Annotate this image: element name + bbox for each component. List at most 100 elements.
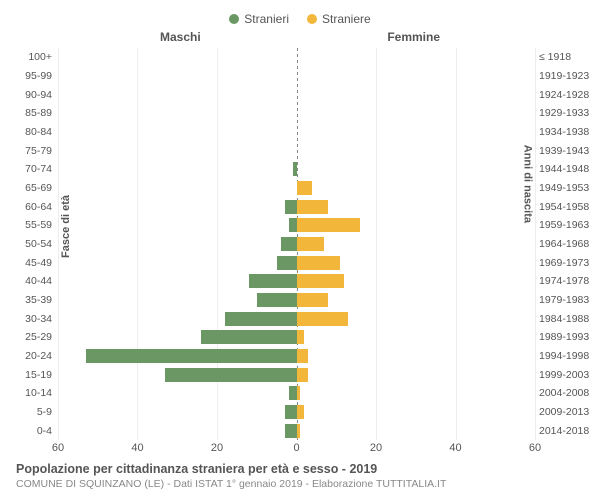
bar-row <box>58 106 535 120</box>
bar-female <box>297 368 309 382</box>
y-label-age: 15-19 <box>12 369 52 381</box>
bar-row <box>58 424 535 438</box>
title-area: Popolazione per cittadinanza straniera p… <box>10 456 590 490</box>
y-label-age: 50-54 <box>12 238 52 250</box>
bar-row <box>58 256 535 270</box>
legend-item-female: Straniere <box>307 12 371 26</box>
bar-male <box>285 200 297 214</box>
bar-row <box>58 349 535 363</box>
bar-row <box>58 144 535 158</box>
bar-row <box>58 312 535 326</box>
y-label-age: 30-34 <box>12 313 52 325</box>
bar-male <box>277 256 297 270</box>
bar-male <box>289 218 297 232</box>
y-label-birth: 2004-2008 <box>539 387 591 399</box>
y-label-age: 25-29 <box>12 331 52 343</box>
y-label-birth: 1994-1998 <box>539 350 591 362</box>
y-label-birth: 1999-2003 <box>539 369 591 381</box>
bar-row <box>58 368 535 382</box>
bar-row <box>58 274 535 288</box>
x-tick-label: 60 <box>52 442 64 454</box>
y-label-birth: 1959-1963 <box>539 219 591 231</box>
y-label-birth: 1984-1988 <box>539 313 591 325</box>
bar-row <box>58 69 535 83</box>
legend-swatch-male <box>229 14 239 24</box>
bar-row <box>58 386 535 400</box>
bar-female <box>297 386 301 400</box>
header-female: Femmine <box>387 30 440 44</box>
bar-female <box>297 405 305 419</box>
bar-row <box>58 330 535 344</box>
legend-label-female: Straniere <box>322 12 371 26</box>
bar-male <box>249 274 297 288</box>
bar-female <box>297 218 361 232</box>
bar-male <box>201 330 296 344</box>
bar-female <box>297 349 309 363</box>
legend-swatch-female <box>307 14 317 24</box>
y-label-age: 60-64 <box>12 201 52 213</box>
plot-area: Fasce di età Anni di nascita 100+≤ 19189… <box>58 48 535 440</box>
bar-female <box>297 330 305 344</box>
y-label-birth: ≤ 1918 <box>539 51 591 63</box>
y-label-age: 55-59 <box>12 219 52 231</box>
y-label-birth: 1929-1933 <box>539 107 591 119</box>
bar-female <box>297 274 345 288</box>
bar-row <box>58 405 535 419</box>
bar-female <box>297 293 329 307</box>
bar-male <box>257 293 297 307</box>
legend-item-male: Stranieri <box>229 12 289 26</box>
chart-title: Popolazione per cittadinanza straniera p… <box>16 462 584 476</box>
y-label-birth: 1919-1923 <box>539 70 591 82</box>
y-label-age: 45-49 <box>12 257 52 269</box>
y-label-birth: 1944-1948 <box>539 163 591 175</box>
bar-row <box>58 218 535 232</box>
bar-male <box>285 424 297 438</box>
y-label-age: 100+ <box>12 51 52 63</box>
y-label-birth: 2014-2018 <box>539 425 591 437</box>
y-label-age: 95-99 <box>12 70 52 82</box>
bar-row <box>58 50 535 64</box>
bar-row <box>58 125 535 139</box>
x-tick-label: 0 <box>293 442 299 454</box>
y-label-birth: 1949-1953 <box>539 182 591 194</box>
bar-row <box>58 293 535 307</box>
bar-female <box>297 256 341 270</box>
bar-male <box>281 237 297 251</box>
x-tick-label: 60 <box>529 442 541 454</box>
y-label-age: 35-39 <box>12 294 52 306</box>
y-label-age: 5-9 <box>12 406 52 418</box>
bar-male <box>86 349 297 363</box>
y-label-birth: 1989-1993 <box>539 331 591 343</box>
y-label-birth: 1934-1938 <box>539 126 591 138</box>
y-label-age: 20-24 <box>12 350 52 362</box>
header-male: Maschi <box>160 30 201 44</box>
column-headers: Maschi Femmine <box>10 30 590 48</box>
bar-female <box>297 237 325 251</box>
y-label-birth: 1939-1943 <box>539 145 591 157</box>
y-label-age: 85-89 <box>12 107 52 119</box>
y-label-birth: 1979-1983 <box>539 294 591 306</box>
chart-container: Stranieri Straniere Maschi Femmine Fasce… <box>0 0 600 500</box>
bar-row <box>58 88 535 102</box>
y-label-age: 0-4 <box>12 425 52 437</box>
bar-row <box>58 237 535 251</box>
y-label-birth: 1964-1968 <box>539 238 591 250</box>
y-label-age: 75-79 <box>12 145 52 157</box>
bar-row <box>58 162 535 176</box>
chart-subtitle: COMUNE DI SQUINZANO (LE) - Dati ISTAT 1°… <box>16 478 584 490</box>
y-label-birth: 1969-1973 <box>539 257 591 269</box>
y-label-age: 70-74 <box>12 163 52 175</box>
x-tick-label: 40 <box>449 442 461 454</box>
y-label-age: 10-14 <box>12 387 52 399</box>
bar-male <box>225 312 297 326</box>
x-tick-label: 40 <box>131 442 143 454</box>
bar-female <box>297 200 329 214</box>
bar-female <box>297 424 301 438</box>
bar-male <box>165 368 296 382</box>
bar-male <box>285 405 297 419</box>
y-label-birth: 1974-1978 <box>539 275 591 287</box>
bar-female <box>297 312 349 326</box>
legend: Stranieri Straniere <box>10 8 590 30</box>
x-tick-label: 20 <box>211 442 223 454</box>
x-tick-label: 20 <box>370 442 382 454</box>
